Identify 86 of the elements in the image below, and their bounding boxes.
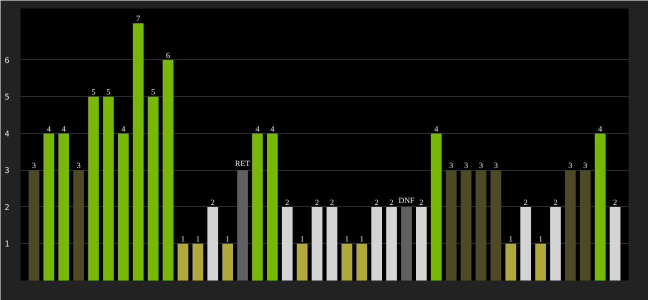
bar bbox=[162, 60, 174, 280]
bar bbox=[341, 244, 352, 280]
data-label: 1 bbox=[300, 234, 304, 244]
bar bbox=[460, 170, 472, 280]
data-label: 2 bbox=[390, 198, 394, 207]
data-label: 3 bbox=[76, 161, 81, 170]
data-label: 4 bbox=[121, 124, 126, 134]
bar bbox=[401, 206, 412, 280]
bar bbox=[550, 206, 561, 280]
bar bbox=[446, 170, 457, 280]
y-tick-label: 5 bbox=[4, 92, 10, 102]
bar bbox=[118, 133, 129, 280]
data-label: 2 bbox=[315, 198, 320, 207]
data-label: 3 bbox=[568, 161, 572, 170]
y-tick-label: 3 bbox=[4, 166, 10, 176]
bar bbox=[386, 206, 397, 280]
bar bbox=[103, 96, 114, 280]
data-label: 2 bbox=[285, 198, 290, 207]
y-tick-label: 4 bbox=[4, 129, 10, 138]
data-label: 6 bbox=[166, 50, 170, 60]
data-label: 3 bbox=[464, 161, 468, 170]
bar bbox=[580, 170, 591, 280]
bar bbox=[326, 206, 338, 280]
data-label: 4 bbox=[270, 124, 274, 134]
data-label: 2 bbox=[210, 198, 215, 207]
bar bbox=[178, 244, 188, 280]
bar bbox=[282, 206, 293, 280]
data-label: 1 bbox=[196, 234, 200, 244]
data-label: 7 bbox=[136, 14, 140, 24]
bar bbox=[237, 170, 248, 280]
data-label: 1 bbox=[180, 234, 185, 244]
bar bbox=[207, 206, 218, 280]
bar bbox=[88, 96, 99, 280]
data-label: 3 bbox=[494, 161, 498, 170]
data-label: 2 bbox=[553, 198, 558, 207]
bar bbox=[296, 244, 308, 280]
data-label: 3 bbox=[583, 161, 588, 170]
data-label: 4 bbox=[62, 124, 66, 134]
bar bbox=[416, 206, 427, 280]
bar bbox=[28, 170, 40, 280]
data-label: 3 bbox=[32, 161, 36, 170]
bar bbox=[132, 23, 144, 280]
bar bbox=[535, 244, 546, 280]
y-tick-label: 2 bbox=[4, 202, 10, 212]
y-tick-label: 6 bbox=[4, 56, 10, 65]
data-label: 4 bbox=[255, 124, 260, 134]
bar bbox=[222, 244, 233, 280]
bar bbox=[505, 244, 516, 280]
bar bbox=[594, 133, 606, 280]
bar bbox=[565, 170, 576, 280]
data-label: 1 bbox=[344, 234, 349, 244]
data-label: 1 bbox=[360, 234, 364, 244]
data-label: 2 bbox=[374, 198, 379, 207]
bar bbox=[252, 133, 263, 280]
data-label: 3 bbox=[478, 161, 483, 170]
data-label: 5 bbox=[92, 88, 96, 97]
data-label: 2 bbox=[419, 198, 424, 207]
bar bbox=[371, 206, 382, 280]
data-label: 3 bbox=[449, 161, 454, 170]
data-label: 2 bbox=[524, 198, 528, 207]
bar bbox=[58, 133, 70, 280]
data-label: 4 bbox=[598, 124, 602, 134]
data-label: RET bbox=[234, 159, 250, 168]
bar bbox=[490, 170, 502, 280]
bar bbox=[148, 96, 158, 280]
bar bbox=[312, 206, 322, 280]
bar bbox=[356, 244, 368, 280]
data-label: DNF bbox=[398, 196, 416, 205]
bar bbox=[43, 133, 54, 280]
bar bbox=[266, 133, 278, 280]
data-label: 4 bbox=[434, 124, 438, 134]
bar bbox=[192, 244, 204, 280]
data-label: 1 bbox=[508, 234, 513, 244]
bar bbox=[73, 170, 84, 280]
data-label: 2 bbox=[613, 198, 618, 207]
y-tick-label: 1 bbox=[4, 240, 10, 249]
bar bbox=[610, 206, 620, 280]
data-label: 1 bbox=[226, 234, 230, 244]
data-label: 5 bbox=[106, 88, 110, 97]
data-label: 2 bbox=[330, 198, 334, 207]
bar bbox=[476, 170, 486, 280]
data-label: 1 bbox=[538, 234, 543, 244]
data-label: 4 bbox=[46, 124, 51, 134]
bar bbox=[520, 206, 532, 280]
bar bbox=[430, 133, 442, 280]
data-label: 5 bbox=[151, 88, 156, 97]
